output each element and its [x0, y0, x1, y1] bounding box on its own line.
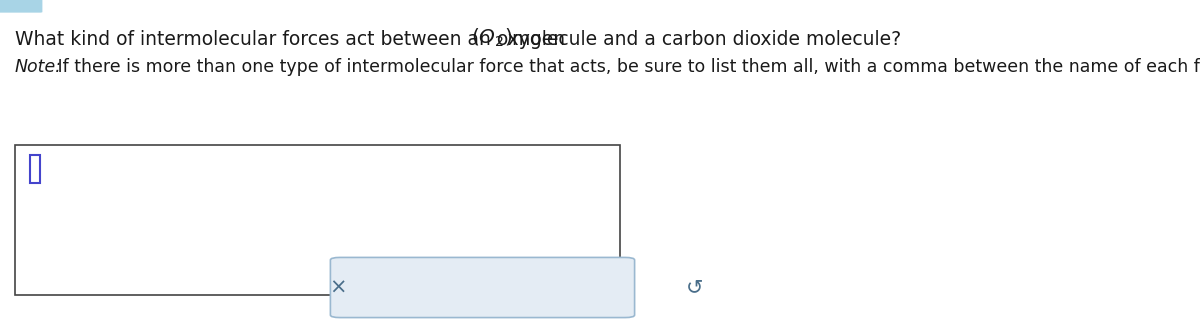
Text: molecule and a carbon dioxide molecule?: molecule and a carbon dioxide molecule? — [506, 30, 901, 49]
Text: What kind of intermolecular forces act between an oxygen: What kind of intermolecular forces act b… — [14, 30, 571, 49]
Text: $(O_2)$: $(O_2)$ — [470, 27, 512, 49]
FancyBboxPatch shape — [30, 155, 40, 183]
Text: If there is more than one type of intermolecular force that acts, be sure to lis: If there is more than one type of interm… — [53, 58, 1200, 76]
Text: ×: × — [329, 277, 347, 298]
FancyBboxPatch shape — [330, 257, 635, 317]
FancyBboxPatch shape — [0, 0, 42, 13]
Text: Note:: Note: — [14, 58, 62, 76]
FancyBboxPatch shape — [14, 145, 620, 295]
Text: ↺: ↺ — [686, 277, 703, 298]
